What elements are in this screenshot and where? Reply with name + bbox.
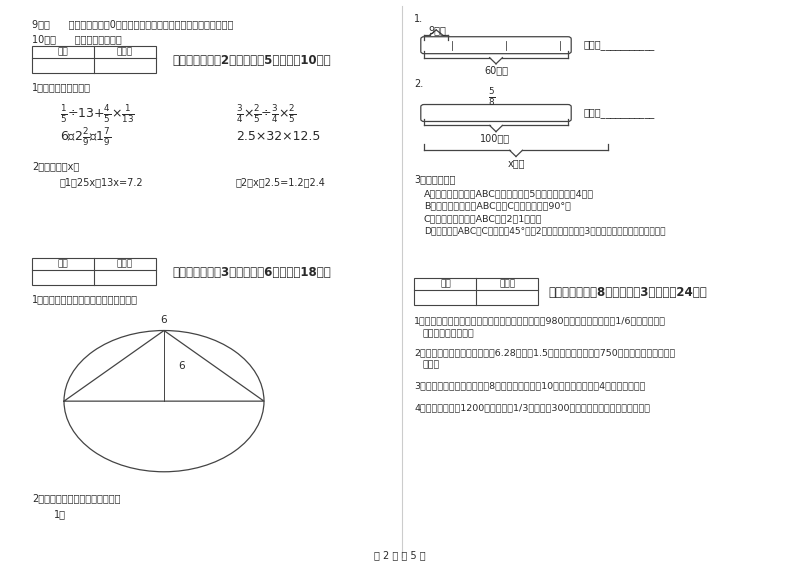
Text: 四、计算题（共2小题，每题5分，共计10分）: 四、计算题（共2小题，每题5分，共计10分） bbox=[172, 54, 330, 67]
Text: 得分: 得分 bbox=[58, 48, 68, 57]
Text: 六、应用题（共8小题，每题3分，共计24分）: 六、应用题（共8小题，每题3分，共计24分） bbox=[548, 285, 706, 299]
Text: D．在三角形ABC的C点南偏东45°方向2厘米处画一个直径3厘米的圆（长度为实际长度）。: D．在三角形ABC的C点南偏东45°方向2厘米处画一个直径3厘米的圆（长度为实际… bbox=[424, 227, 666, 236]
Text: 评卷人: 评卷人 bbox=[117, 48, 133, 57]
Text: 6: 6 bbox=[178, 361, 185, 371]
Text: B．将下面的三角形ABC，绕C点逆时针旋转90°。: B．将下面的三角形ABC，绕C点逆时针旋转90°。 bbox=[424, 202, 571, 211]
Text: 9．（      ）一个自然数（0除外）与分数相除，积一定大于这个自然数。: 9．（ ）一个自然数（0除外）与分数相除，积一定大于这个自然数。 bbox=[32, 19, 234, 29]
Text: 2．求未知数x。: 2．求未知数x。 bbox=[32, 161, 79, 171]
Text: 10．（      ）直径比半径长。: 10．（ ）直径比半径长。 bbox=[32, 34, 122, 45]
Text: 3．一项工作任务，甲单独做8天完成，乙单独做10天完成，两人合作4天后还剩多少？: 3．一项工作任务，甲单独做8天完成，乙单独做10天完成，两人合作4天后还剩多少？ bbox=[414, 381, 646, 390]
Text: 千克？: 千克？ bbox=[422, 360, 440, 370]
Text: 2．一个圆锥形麦堆，底面周长6.28米，高1.5米，每立方米小麦重750千克，这堆小麦重多少: 2．一个圆锥形麦堆，底面周长6.28米，高1.5米，每立方米小麦重750千克，这… bbox=[414, 348, 676, 357]
FancyBboxPatch shape bbox=[421, 105, 571, 121]
Text: 1．能简算的要简算。: 1．能简算的要简算。 bbox=[32, 82, 91, 93]
Text: 100千米: 100千米 bbox=[480, 133, 510, 144]
Text: 第 2 页 共 5 页: 第 2 页 共 5 页 bbox=[374, 550, 426, 560]
Text: 评卷人: 评卷人 bbox=[117, 260, 133, 269]
Text: 1．求阴影部分的面积（单位：厘米）。: 1．求阴影部分的面积（单位：厘米）。 bbox=[32, 294, 138, 305]
Bar bbox=[32, 46, 156, 73]
Text: （1）25x－13x=7.2: （1）25x－13x=7.2 bbox=[60, 177, 144, 187]
Text: 6: 6 bbox=[161, 315, 167, 325]
Text: 2.5×32×12.5: 2.5×32×12.5 bbox=[236, 130, 320, 144]
Text: 6－2$\frac{2}{9}$＋1$\frac{7}{9}$: 6－2$\frac{2}{9}$＋1$\frac{7}{9}$ bbox=[60, 126, 111, 147]
Text: 3．依次解答。: 3．依次解答。 bbox=[414, 175, 456, 185]
Text: 1。: 1。 bbox=[54, 509, 66, 519]
Text: 1.: 1. bbox=[414, 14, 423, 24]
Text: 五、综合题（共3小题，每题6分，共计18分）: 五、综合题（共3小题，每题6分，共计18分） bbox=[172, 266, 330, 279]
Text: 9千克: 9千克 bbox=[428, 25, 446, 35]
Text: 4．仓库里有大米1200袋，运走了1/3，又运来300袋，运来的是运走的几分之几？: 4．仓库里有大米1200袋，运走了1/3，又运来300袋，运来的是运走的几分之几… bbox=[414, 403, 650, 412]
Text: $\frac{1}{5}$÷13+$\frac{4}{5}$×$\frac{1}{13}$: $\frac{1}{5}$÷13+$\frac{4}{5}$×$\frac{1}… bbox=[60, 103, 134, 125]
Text: 1．甲乙两个商场出售洗衣机，一月份甲商场共售出980台，比乙商场多售出1/6，甲商场比乙: 1．甲乙两个商场出售洗衣机，一月份甲商场共售出980台，比乙商场多售出1/6，甲… bbox=[414, 316, 666, 325]
Text: 得分: 得分 bbox=[440, 280, 450, 289]
Bar bbox=[414, 278, 538, 305]
Text: A．将下面的三角形ABC，先向下平移5格，再向左平移4格。: A．将下面的三角形ABC，先向下平移5格，再向左平移4格。 bbox=[424, 189, 594, 198]
Text: （2）x：2.5=1.2：2.4: （2）x：2.5=1.2：2.4 bbox=[236, 177, 326, 187]
Text: 评卷人: 评卷人 bbox=[499, 280, 515, 289]
Text: 列式：___________: 列式：___________ bbox=[584, 40, 655, 50]
Bar bbox=[32, 258, 156, 285]
Text: 列式：___________: 列式：___________ bbox=[584, 108, 655, 118]
Text: x千米: x千米 bbox=[508, 158, 526, 168]
Text: 得分: 得分 bbox=[58, 260, 68, 269]
Text: 60千克: 60千克 bbox=[484, 65, 508, 75]
Text: 商场多售出多少台？: 商场多售出多少台？ bbox=[422, 329, 474, 338]
Text: 2.: 2. bbox=[414, 79, 424, 89]
Text: C．将下面的三角形ABC，按2：1放大。: C．将下面的三角形ABC，按2：1放大。 bbox=[424, 214, 542, 223]
Text: $\frac{3}{4}$×$\frac{2}{5}$÷$\frac{3}{4}$×$\frac{2}{5}$: $\frac{3}{4}$×$\frac{2}{5}$÷$\frac{3}{4}… bbox=[236, 103, 296, 125]
Text: $\frac{5}{8}$: $\frac{5}{8}$ bbox=[488, 86, 496, 108]
Text: 2．看图列算式或方程，不计算：: 2．看图列算式或方程，不计算： bbox=[32, 493, 121, 503]
FancyBboxPatch shape bbox=[421, 37, 571, 54]
